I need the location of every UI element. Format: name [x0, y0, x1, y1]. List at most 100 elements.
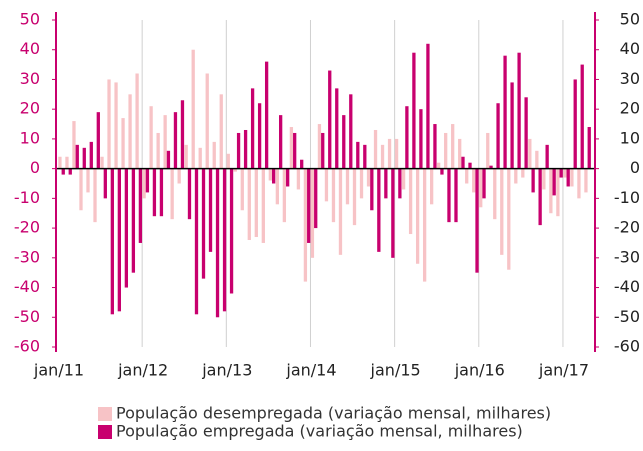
bar: [222, 168, 227, 312]
bar: [479, 168, 483, 208]
bar: [444, 132, 448, 169]
bar: [279, 115, 283, 169]
bar: [152, 168, 157, 217]
bar: [496, 103, 500, 169]
bar: [489, 165, 493, 169]
y2-tick-label: 20: [620, 99, 640, 118]
y2-tick-label: 30: [620, 69, 640, 88]
bar: [493, 168, 497, 220]
bar: [335, 88, 339, 169]
bar: [303, 168, 308, 282]
bar: [114, 82, 118, 169]
y2-tick-label: -40: [614, 277, 640, 296]
bar: [384, 168, 388, 199]
y2-tick-label: -20: [614, 218, 640, 237]
bar: [201, 168, 206, 279]
bar: [268, 168, 272, 181]
bar: [243, 129, 248, 169]
bar: [261, 168, 265, 243]
bar: [429, 168, 434, 205]
y-tick-label: 20: [20, 99, 40, 118]
bar: [194, 168, 199, 315]
bar: [366, 168, 371, 187]
bar: [184, 144, 188, 169]
bar: [556, 168, 560, 217]
bar: [573, 79, 577, 169]
x-tick-label: jan/13: [201, 361, 252, 380]
y-tick-label: -20: [14, 218, 40, 237]
bar: [408, 168, 413, 235]
bar: [215, 168, 220, 318]
bar: [100, 156, 104, 169]
bar: [356, 141, 360, 169]
bar: [373, 129, 378, 169]
bar: [58, 156, 62, 169]
y2-tick-label: 0: [630, 158, 640, 177]
y-tick-label: 0: [30, 158, 40, 177]
bar: [500, 168, 504, 255]
bar: [170, 168, 174, 220]
bar: [415, 168, 420, 264]
bar: [387, 138, 392, 169]
bar: [247, 168, 251, 240]
legend-swatch: [98, 407, 112, 421]
bar: [405, 106, 409, 169]
y-tick-label: -40: [14, 277, 40, 296]
bar: [131, 168, 136, 273]
bar: [191, 49, 195, 169]
y-tick-label: -30: [14, 247, 40, 266]
bar: [370, 168, 374, 211]
bar: [507, 168, 511, 270]
bar: [135, 73, 139, 169]
bar: [342, 115, 346, 169]
bar: [75, 144, 79, 169]
y-tick-label: -60: [14, 337, 40, 356]
bar: [79, 168, 83, 211]
bar: [156, 132, 160, 169]
bar: [68, 168, 72, 175]
y-tick-label: 30: [20, 69, 40, 88]
bar: [472, 168, 476, 193]
bar: [542, 168, 546, 190]
bar: [580, 64, 584, 169]
bar: [173, 112, 178, 169]
bar: [240, 168, 244, 211]
bar: [208, 168, 213, 252]
x-tick-label: jan/14: [285, 361, 336, 380]
bar: [65, 156, 69, 169]
bar: [138, 168, 143, 243]
bar: [198, 147, 202, 169]
x-tick-label: jan/17: [538, 361, 589, 380]
x-tick-label: jan/12: [117, 361, 168, 380]
bar: [110, 168, 114, 315]
bar: [433, 124, 437, 169]
bar: [82, 147, 86, 169]
bar: [289, 127, 294, 169]
bar: [187, 168, 192, 220]
bar: [549, 168, 553, 214]
bar: [275, 168, 280, 205]
bar: [226, 153, 230, 169]
bar: [461, 156, 465, 169]
bar: [535, 150, 539, 169]
bar: [563, 168, 567, 178]
bar: [528, 138, 532, 169]
bar: [229, 168, 234, 294]
bar: [447, 168, 451, 223]
bar: [72, 121, 76, 169]
bar: [271, 168, 276, 184]
y-tick-label: -50: [14, 307, 40, 326]
bar: [310, 168, 315, 258]
bar: [159, 168, 164, 217]
bar: [419, 109, 423, 169]
bar: [212, 141, 216, 169]
bar: [328, 70, 332, 169]
bar: [352, 168, 357, 226]
bar: [349, 94, 353, 169]
bar: [524, 97, 528, 169]
bar: [117, 168, 121, 312]
bar: [107, 79, 111, 169]
bar: [177, 168, 181, 184]
bar: [514, 168, 518, 184]
